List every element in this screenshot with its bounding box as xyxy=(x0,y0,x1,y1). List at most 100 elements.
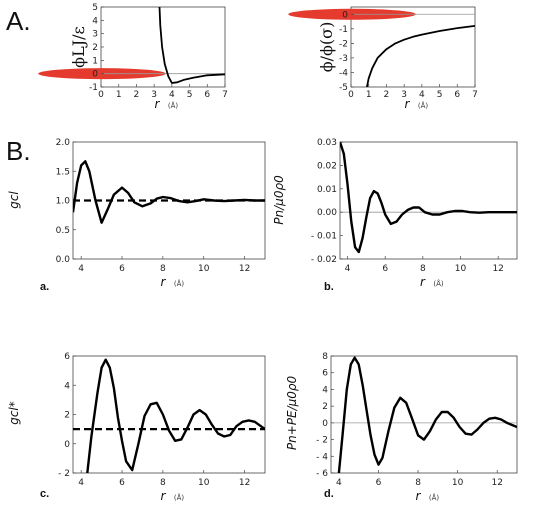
y-tick-label: -3 xyxy=(339,54,348,64)
x-tick-label: 7 xyxy=(222,90,228,100)
y-tick-label: 8 xyxy=(322,352,328,362)
x-tick-label: 8 xyxy=(415,478,421,488)
x-tick-label: 12 xyxy=(239,264,250,274)
y-axis-label: gcl* xyxy=(7,401,21,425)
chart-a: 4 6 8 10 12 0.0 0.5 1.0 1.5 2.0 r (Å) gcl a. xyxy=(7,138,266,293)
x-tick-label: 7 xyxy=(472,90,478,100)
y-tick-label: 0.03 xyxy=(317,138,337,148)
y-tick-label: - 2 xyxy=(58,469,70,479)
plot-frame xyxy=(330,355,518,474)
y-tick-label: 4 xyxy=(92,16,98,26)
x-axis-label: r xyxy=(420,275,426,289)
x-tick-label: 6 xyxy=(382,264,388,274)
x-axis-unit: (Å) xyxy=(174,279,185,288)
x-axis-label: r xyxy=(405,97,411,111)
x-tick-label: 2 xyxy=(134,90,140,100)
y-tick-label: 0 xyxy=(92,70,98,80)
y-tick-label: 0.0 xyxy=(56,255,71,265)
y-tick-label: 5 xyxy=(92,3,98,13)
y-tick-label: 1.0 xyxy=(56,197,71,207)
x-tick-label: 4 xyxy=(78,264,84,274)
x-tick-label: 10 xyxy=(198,478,210,488)
y-tick-label: 2 xyxy=(64,411,70,421)
y-tick-label: 0.5 xyxy=(56,226,70,236)
x-axis-unit: (Å) xyxy=(174,493,185,502)
x-tick-label: 6 xyxy=(454,90,460,100)
y-tick-label: 0 xyxy=(342,10,348,20)
series-line-0 xyxy=(337,356,517,473)
series-line-0 xyxy=(86,358,265,473)
y-tick-label: -1 xyxy=(339,25,348,35)
y-tick-label: 0.02 xyxy=(317,161,337,171)
series-line-0 xyxy=(340,142,517,254)
y-tick-label: 1.5 xyxy=(56,167,70,177)
y-tick-label: 2.0 xyxy=(56,138,71,148)
x-tick-label: 6 xyxy=(204,90,210,100)
chart-b: 4 6 8 10 12 - 0.02 - 0.01 0.00 0.01 0.02 0.03 r (Å) P… xyxy=(272,138,518,293)
x-tick-label: 12 xyxy=(492,264,503,274)
x-tick-label: 4 xyxy=(345,264,351,274)
y-tick-label: 0 xyxy=(322,419,328,429)
y-tick-label: -4 xyxy=(339,68,348,78)
y-axis-label: ϕLJ/ε xyxy=(69,26,88,68)
x-tick-label: 4 xyxy=(169,90,175,100)
series-line-0 xyxy=(158,7,225,84)
x-tick-label: 12 xyxy=(239,478,250,488)
plot-frame xyxy=(339,141,518,260)
x-tick-label: 2 xyxy=(384,90,390,100)
y-tick-label: 2 xyxy=(322,402,328,412)
plot-frame xyxy=(350,6,476,88)
x-axis-label: r xyxy=(161,275,167,289)
x-tick-label: 6 xyxy=(119,264,125,274)
x-tick-label: 10 xyxy=(452,478,464,488)
series-line-0 xyxy=(366,25,475,87)
y-axis-label: gcl xyxy=(7,191,21,209)
y-tick-label: - 0.01 xyxy=(311,232,337,242)
y-axis-label: Pn+PE/μ0ρ0 xyxy=(285,375,299,450)
x-axis-unit: (Å) xyxy=(433,279,444,288)
x-axis-label: r xyxy=(155,97,161,111)
x-axis-unit: (Å) xyxy=(418,101,429,110)
x-tick-label: 8 xyxy=(160,478,166,488)
y-tick-label: -1 xyxy=(89,83,98,93)
series-line-0 xyxy=(73,160,265,224)
x-tick-label: 0 xyxy=(348,90,354,100)
section-label-a: A. xyxy=(6,6,31,36)
y-tick-label: -2 xyxy=(339,39,348,49)
x-tick-label: 5 xyxy=(187,90,193,100)
x-tick-label: 10 xyxy=(455,264,467,274)
panel-label: b. xyxy=(324,281,334,293)
y-axis-label: ϕ/ϕ(σ) xyxy=(317,22,336,73)
y-tick-label: 3 xyxy=(92,30,98,40)
x-tick-label: 5 xyxy=(437,90,443,100)
panel-label: c. xyxy=(40,488,49,500)
x-tick-label: 0 xyxy=(98,90,104,100)
y-tick-label: 4 xyxy=(64,381,70,391)
x-axis-label: r xyxy=(416,489,422,503)
x-tick-label: 6 xyxy=(119,478,125,488)
y-tick-label: 1 xyxy=(92,56,98,66)
y-tick-label: - 6 xyxy=(316,469,328,479)
x-tick-label: 12 xyxy=(491,478,502,488)
y-tick-label: - 0.02 xyxy=(311,255,337,265)
x-tick-label: 8 xyxy=(420,264,426,274)
x-tick-label: 8 xyxy=(160,264,166,274)
y-tick-label: 6 xyxy=(322,369,328,379)
y-tick-label: 4 xyxy=(322,385,328,395)
x-tick-label: 4 xyxy=(419,90,425,100)
panel-label: d. xyxy=(324,488,334,500)
x-tick-label: 1 xyxy=(116,90,122,100)
x-tick-label: 1 xyxy=(366,90,372,100)
y-tick-label: 0 xyxy=(64,440,70,450)
y-tick-label: 0.00 xyxy=(317,208,337,218)
y-tick-label: 0.01 xyxy=(317,185,337,195)
x-tick-label: 3 xyxy=(151,90,157,100)
x-tick-label: 3 xyxy=(401,90,407,100)
x-axis-unit: (Å) xyxy=(168,101,179,110)
x-tick-label: 4 xyxy=(336,478,342,488)
x-tick-label: 4 xyxy=(78,478,84,488)
